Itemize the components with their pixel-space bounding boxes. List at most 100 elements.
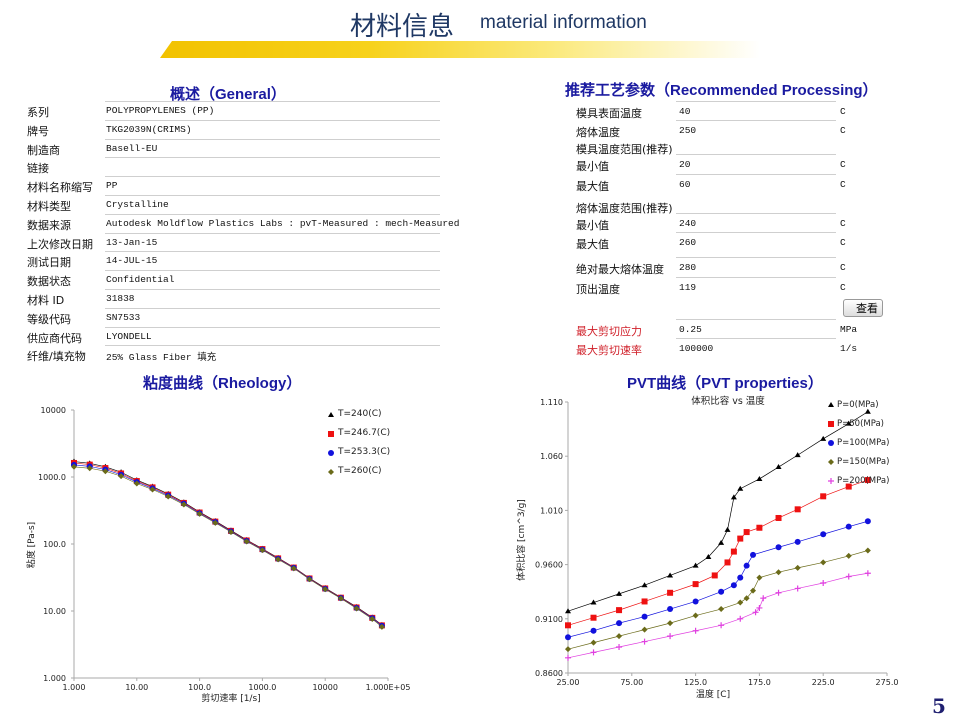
processing-row-label: 熔体温度范围(推荐) — [576, 202, 673, 215]
processing-row-label: 绝对最大熔体温度 — [576, 263, 664, 276]
diamond-marker — [290, 565, 297, 572]
triangle-marker — [864, 408, 871, 414]
plus-marker — [828, 478, 834, 484]
general-row-value: 13-Jan-15 — [106, 236, 158, 248]
row-divider — [676, 277, 836, 278]
processing-row-value: 100000 — [679, 343, 714, 354]
circle-marker — [590, 627, 597, 634]
diamond-marker — [565, 646, 571, 653]
general-row-label: 供应商代码 — [27, 331, 82, 345]
y-tick-label: 0.9100 — [535, 615, 563, 624]
general-row-value: POLYPROPYLENES (PP) — [106, 105, 215, 116]
square-marker — [667, 589, 674, 596]
processing-row-unit: MPa — [840, 324, 858, 335]
circle-marker — [775, 544, 782, 551]
y-tick-label: 1.110 — [540, 398, 563, 407]
diamond-marker — [102, 468, 109, 475]
legend-label: P=0(MPa) — [837, 400, 879, 410]
y-tick-label: 1000.0 — [38, 473, 66, 482]
processing-row-value: 280 — [679, 262, 697, 273]
row-divider — [105, 289, 440, 290]
general-row-label: 数据来源 — [27, 218, 71, 232]
triangle-marker — [730, 494, 737, 500]
processing-row-label: 最大值 — [576, 238, 609, 251]
pvt-section-title: PVT曲线（PVT properties） — [627, 375, 823, 392]
square-marker — [737, 535, 744, 542]
x-tick-label: 1000.0 — [248, 683, 276, 692]
row-divider — [105, 157, 440, 159]
triangle-marker — [737, 485, 744, 491]
page-number: 5 — [932, 694, 946, 718]
diamond-marker — [667, 620, 674, 627]
circle-marker — [616, 620, 623, 627]
diamond-marker — [243, 538, 250, 545]
diamond-marker — [322, 586, 329, 593]
diamond-marker — [378, 623, 385, 630]
circle-marker — [794, 538, 801, 545]
view-button[interactable]: 查看 — [843, 299, 883, 317]
square-marker — [565, 622, 571, 629]
diamond-marker — [718, 606, 725, 613]
series-line — [73, 462, 383, 626]
y-tick-label: 10.00 — [43, 607, 66, 616]
processing-row-label: 最大剪切速率 — [576, 344, 642, 357]
x-tick-label: 1.000 — [63, 683, 86, 692]
row-divider — [676, 120, 836, 121]
circle-marker — [845, 523, 852, 530]
legend-label: P=50(MPa) — [837, 419, 884, 429]
processing-row-unit: 1/s — [840, 343, 858, 354]
circle-marker — [820, 531, 827, 538]
general-row-label: 牌号 — [27, 124, 49, 138]
square-marker — [641, 598, 648, 605]
circle-marker — [718, 588, 725, 595]
circle-marker — [692, 598, 699, 605]
row-divider — [676, 154, 836, 155]
processing-row-unit: C — [840, 159, 846, 170]
processing-row-label: 最大剪切应力 — [576, 325, 642, 338]
square-marker — [864, 477, 871, 484]
diamond-marker — [641, 626, 648, 633]
row-divider — [676, 257, 836, 258]
diamond-marker — [71, 463, 77, 470]
general-row-value: 25% Glass Fiber 填充 — [106, 352, 217, 364]
x-tick-label: 100.0 — [188, 683, 211, 692]
processing-row-label: 熔体温度 — [576, 126, 620, 139]
x-tick-label: 275.0 — [876, 678, 899, 687]
square-marker — [692, 581, 699, 588]
diamond-marker — [845, 552, 852, 559]
general-row-label: 测试日期 — [27, 256, 71, 270]
square-marker — [711, 572, 718, 579]
processing-row-label: 模具温度范围(推荐) — [576, 143, 673, 156]
processing-row-label: 模具表面温度 — [576, 107, 642, 120]
y-tick-label: 1.060 — [540, 452, 563, 461]
square-marker — [590, 614, 597, 621]
plus-marker — [756, 604, 763, 611]
plus-marker — [752, 609, 759, 616]
triangle-marker — [794, 452, 801, 458]
diamond-marker — [328, 469, 334, 475]
processing-row-value: 119 — [679, 282, 697, 293]
triangle-marker — [820, 435, 827, 441]
x-tick-label: 125.0 — [684, 678, 707, 687]
plus-marker — [820, 580, 827, 587]
legend-label: T=253.3(C) — [337, 447, 390, 457]
square-marker — [756, 524, 763, 531]
processing-row-value: 250 — [679, 125, 697, 136]
x-axis-label: 温度 [C] — [696, 688, 730, 700]
triangle-marker — [328, 412, 334, 417]
y-axis-label: 体积比容 [cm^3/g] — [515, 499, 527, 581]
circle-marker — [864, 518, 871, 525]
diamond-marker — [743, 595, 750, 602]
plus-marker — [864, 570, 871, 577]
row-divider — [676, 232, 836, 233]
triangle-marker — [828, 402, 834, 407]
diamond-marker — [616, 633, 623, 640]
general-row-label: 等级代码 — [27, 312, 71, 326]
general-row-value: Crystalline — [106, 199, 169, 210]
x-tick-label: 225.0 — [812, 678, 835, 687]
row-divider — [105, 326, 440, 328]
processing-row-unit: C — [840, 106, 846, 117]
row-divider — [105, 176, 440, 178]
diamond-marker — [149, 486, 156, 493]
general-row-value: Confidential — [106, 274, 175, 286]
